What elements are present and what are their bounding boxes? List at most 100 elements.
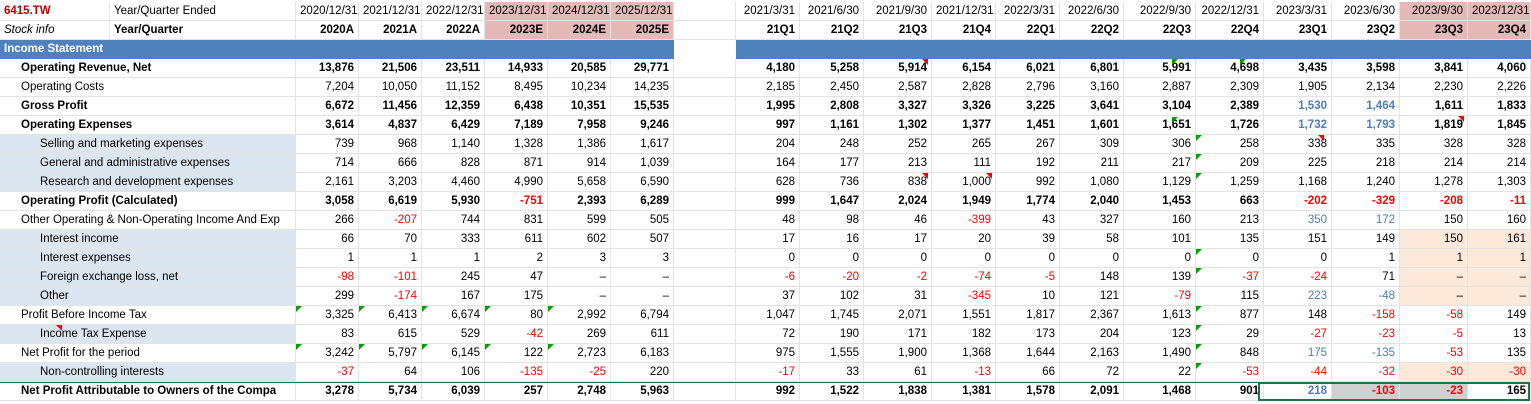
annual-value-cell[interactable]: -98 bbox=[296, 268, 359, 287]
quarter-value-cell[interactable]: -202 bbox=[1264, 192, 1332, 211]
quarter-value-cell[interactable]: -30 bbox=[1400, 363, 1468, 382]
annual-value-cell[interactable]: – bbox=[611, 287, 674, 306]
annual-code-header[interactable]: 2023E bbox=[485, 21, 548, 40]
quarter-value-cell[interactable]: 1,555 bbox=[800, 344, 864, 363]
quarter-value-cell[interactable]: 225 bbox=[1264, 154, 1332, 173]
annual-value-cell[interactable]: 3,058 bbox=[296, 192, 359, 211]
annual-value-cell[interactable]: 2 bbox=[485, 249, 548, 268]
quarter-value-cell[interactable]: 3,225 bbox=[996, 97, 1060, 116]
quarter-value-cell[interactable]: -11 bbox=[1468, 192, 1531, 211]
row-label[interactable]: General and administrative expenses bbox=[0, 154, 296, 173]
quarter-value-cell[interactable]: 0 bbox=[1124, 249, 1196, 268]
quarter-date-header[interactable]: 2022/9/30 bbox=[1124, 2, 1196, 21]
annual-value-cell[interactable]: 2,723 bbox=[548, 344, 611, 363]
blank-cell[interactable] bbox=[674, 116, 736, 135]
row-label[interactable]: Interest income bbox=[0, 230, 296, 249]
annual-value-cell[interactable]: -37 bbox=[296, 363, 359, 382]
annual-value-cell[interactable]: 968 bbox=[359, 135, 422, 154]
quarter-value-cell[interactable]: – bbox=[1468, 287, 1531, 306]
quarter-value-cell[interactable]: 1,278 bbox=[1400, 173, 1468, 192]
annual-value-cell[interactable]: – bbox=[548, 268, 611, 287]
quarter-date-header[interactable]: 2023/6/30 bbox=[1332, 2, 1400, 21]
quarter-date-header[interactable]: 2023/3/31 bbox=[1264, 2, 1332, 21]
quarter-value-cell[interactable]: -103 bbox=[1332, 382, 1400, 401]
quarter-value-cell[interactable]: 102 bbox=[800, 287, 864, 306]
quarter-value-cell[interactable]: -37 bbox=[1196, 268, 1264, 287]
annual-value-cell[interactable]: 666 bbox=[359, 154, 422, 173]
quarter-value-cell[interactable]: 1,047 bbox=[736, 306, 800, 325]
quarter-value-cell[interactable]: 4,698 bbox=[1196, 59, 1264, 78]
annual-value-cell[interactable]: 1 bbox=[359, 249, 422, 268]
quarter-value-cell[interactable]: 1,726 bbox=[1196, 116, 1264, 135]
quarter-value-cell[interactable]: 1,490 bbox=[1124, 344, 1196, 363]
quarter-value-cell[interactable]: 148 bbox=[1060, 268, 1124, 287]
quarter-value-cell[interactable]: 1,647 bbox=[800, 192, 864, 211]
annual-value-cell[interactable]: 333 bbox=[422, 230, 485, 249]
quarter-value-cell[interactable]: 16 bbox=[800, 230, 864, 249]
quarter-value-cell[interactable]: -44 bbox=[1264, 363, 1332, 382]
annual-value-cell[interactable]: 11,152 bbox=[422, 78, 485, 97]
quarter-value-cell[interactable]: 2,309 bbox=[1196, 78, 1264, 97]
annual-value-cell[interactable]: 6,674 bbox=[422, 306, 485, 325]
quarter-value-cell[interactable]: 192 bbox=[996, 154, 1060, 173]
quarter-value-cell[interactable]: 1,000 bbox=[932, 173, 996, 192]
quarter-value-cell[interactable]: -23 bbox=[1400, 382, 1468, 401]
quarter-value-cell[interactable]: 1,161 bbox=[800, 116, 864, 135]
quarter-value-cell[interactable]: 111 bbox=[932, 154, 996, 173]
quarter-value-cell[interactable]: -2 bbox=[864, 268, 932, 287]
quarter-value-cell[interactable]: 2,071 bbox=[864, 306, 932, 325]
quarter-value-cell[interactable]: 992 bbox=[996, 173, 1060, 192]
section-title[interactable]: Income Statement bbox=[0, 40, 674, 59]
annual-value-cell[interactable]: 20,585 bbox=[548, 59, 611, 78]
annual-value-cell[interactable]: 15,535 bbox=[611, 97, 674, 116]
quarter-value-cell[interactable]: 31 bbox=[864, 287, 932, 306]
quarter-value-cell[interactable]: 5,914 bbox=[864, 59, 932, 78]
blank-cell[interactable] bbox=[674, 21, 736, 40]
annual-value-cell[interactable]: 3,278 bbox=[296, 382, 359, 401]
quarter-value-cell[interactable]: 29 bbox=[1196, 325, 1264, 344]
quarter-value-cell[interactable]: – bbox=[1400, 268, 1468, 287]
row-label[interactable]: Selling and marketing expenses bbox=[0, 135, 296, 154]
annual-value-cell[interactable]: 3 bbox=[548, 249, 611, 268]
quarter-value-cell[interactable]: 877 bbox=[1196, 306, 1264, 325]
quarter-value-cell[interactable]: 151 bbox=[1264, 230, 1332, 249]
quarter-value-cell[interactable]: 2,091 bbox=[1060, 382, 1124, 401]
row-label[interactable]: Gross Profit bbox=[0, 97, 296, 116]
annual-value-cell[interactable]: 9,246 bbox=[611, 116, 674, 135]
row-label[interactable]: Operating Revenue, Net bbox=[0, 59, 296, 78]
row-label[interactable]: Operating Profit (Calculated) bbox=[0, 192, 296, 211]
quarter-value-cell[interactable]: -345 bbox=[932, 287, 996, 306]
quarter-value-cell[interactable]: 148 bbox=[1264, 306, 1332, 325]
quarter-value-cell[interactable]: 306 bbox=[1124, 135, 1196, 154]
stock-info-cell[interactable]: Stock info bbox=[0, 21, 110, 40]
blank-cell[interactable] bbox=[674, 325, 736, 344]
quarter-value-cell[interactable]: 3,641 bbox=[1060, 97, 1124, 116]
quarter-value-cell[interactable]: 10 bbox=[996, 287, 1060, 306]
blank-cell[interactable] bbox=[674, 135, 736, 154]
quarter-value-cell[interactable]: 327 bbox=[1060, 211, 1124, 230]
quarter-value-cell[interactable]: 72 bbox=[736, 325, 800, 344]
quarter-value-cell[interactable]: 2,040 bbox=[1060, 192, 1124, 211]
quarter-value-cell[interactable]: 628 bbox=[736, 173, 800, 192]
quarter-value-cell[interactable]: 328 bbox=[1468, 135, 1531, 154]
quarter-value-cell[interactable]: 5,258 bbox=[800, 59, 864, 78]
annual-value-cell[interactable]: 10,351 bbox=[548, 97, 611, 116]
quarter-date-header[interactable]: 2022/6/30 bbox=[1060, 2, 1124, 21]
quarter-date-header[interactable]: 2021/6/30 bbox=[800, 2, 864, 21]
quarter-value-cell[interactable]: 1,368 bbox=[932, 344, 996, 363]
quarter-value-cell[interactable]: 1,819 bbox=[1400, 116, 1468, 135]
quarter-value-cell[interactable]: 992 bbox=[736, 382, 800, 401]
quarter-value-cell[interactable]: – bbox=[1468, 268, 1531, 287]
quarter-value-cell[interactable]: 17 bbox=[864, 230, 932, 249]
quarter-value-cell[interactable]: 1,302 bbox=[864, 116, 932, 135]
row-label[interactable]: Interest expenses bbox=[0, 249, 296, 268]
annual-date-header[interactable]: 2024/12/31 bbox=[548, 2, 611, 21]
quarter-code-header[interactable]: 22Q2 bbox=[1060, 21, 1124, 40]
quarter-value-cell[interactable]: 1,468 bbox=[1124, 382, 1196, 401]
quarter-value-cell[interactable]: 848 bbox=[1196, 344, 1264, 363]
quarter-value-cell[interactable]: -27 bbox=[1264, 325, 1332, 344]
quarter-value-cell[interactable]: 218 bbox=[1264, 382, 1332, 401]
quarter-code-header[interactable]: 23Q4 bbox=[1468, 21, 1531, 40]
quarter-value-cell[interactable]: 182 bbox=[932, 325, 996, 344]
